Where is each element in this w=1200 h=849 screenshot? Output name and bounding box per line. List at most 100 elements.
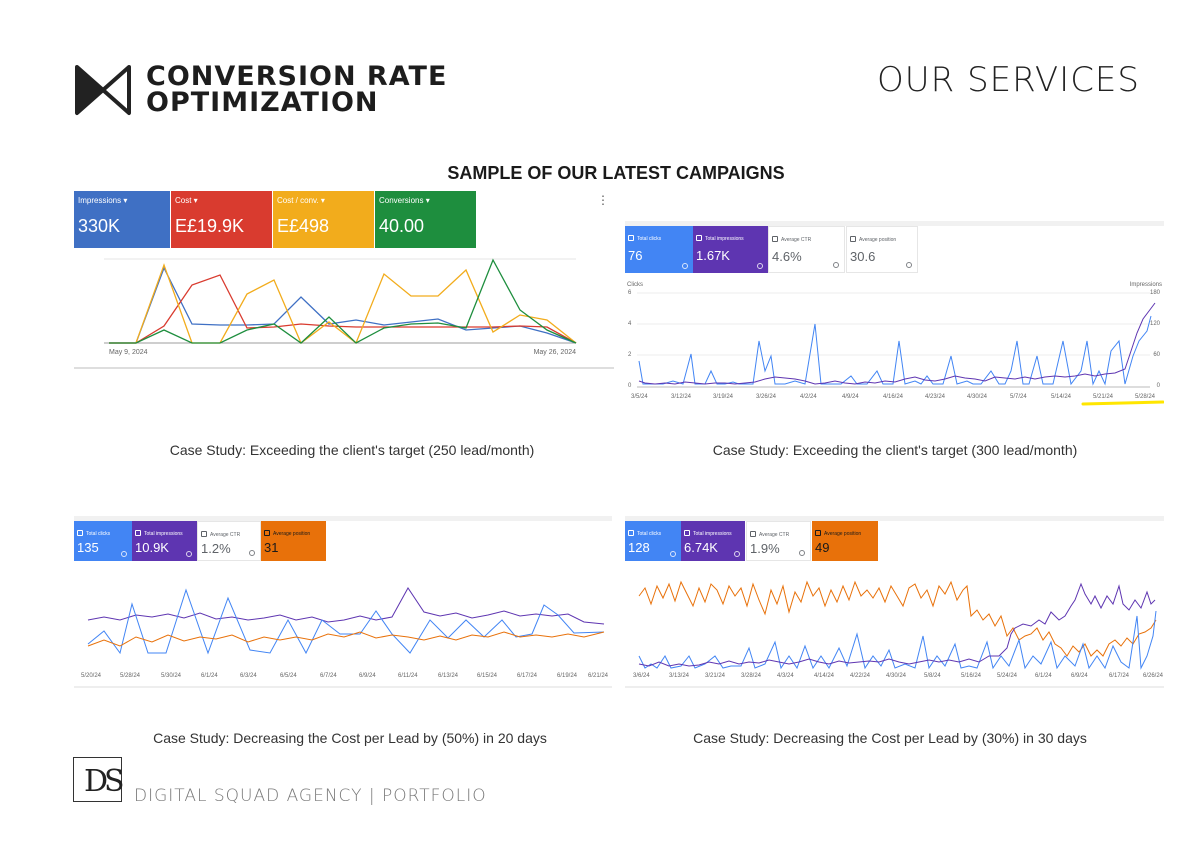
kpi-average-ctr[interactable]: Average CTR 1.2% [197,521,261,561]
kpi-value: 40.00 [379,216,425,236]
x-tick: 3/28/24 [741,673,762,679]
info-icon [734,551,740,557]
x-tick: 4/9/24 [842,394,859,400]
series-position-line [87,631,605,647]
kpi-total-clicks[interactable]: Total clicks 76 [625,226,693,273]
series-cost-per-conv-line [109,263,577,345]
kpi-total-clicks[interactable]: Total clicks 128 [625,521,681,561]
info-icon [833,262,839,268]
info-icon [186,551,192,557]
right-tick: 60 [1153,352,1160,358]
x-axis-start-label: May 9, 2024 [109,349,148,356]
more-options-icon[interactable]: ⋮ [597,194,609,206]
x-tick: 5/28/24 [120,673,141,679]
kpi-value: 6.74K [684,540,718,555]
kpi-value: 76 [628,248,643,263]
kpi-average-position[interactable]: Average position 31 [261,521,326,561]
kpi-conversions[interactable]: Conversions ▾ 40.00 [375,191,476,248]
x-tick: 6/26/24 [1143,673,1164,679]
kpi-value: 1.9% [750,541,780,556]
series-impressions-line [638,302,1156,385]
checkbox-icon [628,530,634,536]
x-tick: 6/17/24 [517,673,538,679]
checkbox-icon [750,531,756,537]
x-tick: 3/12/24 [671,394,692,400]
kpi-value: E£498 [277,216,330,236]
left-tick: 4 [628,321,632,327]
kpi-total-impressions[interactable]: Total impressions 1.67K [693,226,768,273]
kpi-cost[interactable]: Cost ▾ E£19.9K [171,191,272,248]
checkbox-icon [201,531,207,537]
kpi-label: Average position [824,531,862,537]
x-tick: 5/24/24 [997,673,1018,679]
brand-logo: CONVERSION RATE OPTIMIZATION [74,61,448,118]
kpi-value: 31 [264,540,279,555]
x-tick: 5/8/24 [924,673,941,679]
x-tick: 3/5/24 [631,394,648,400]
x-tick: 6/1/24 [1035,673,1052,679]
x-tick: 6/15/24 [477,673,498,679]
kpi-average-position[interactable]: Average position 49 [812,521,878,561]
x-tick: 5/7/24 [1010,394,1027,400]
panel-top-bar [625,516,1164,521]
x-tick: 3/26/24 [756,394,777,400]
panel-top-bar [74,516,612,521]
kpi-total-clicks[interactable]: Total clicks 135 [74,521,132,561]
x-tick: 5/14/24 [1051,394,1072,400]
agency-logo: DS [73,757,125,802]
x-tick: 5/20/24 [81,673,102,679]
x-tick: 4/30/24 [967,394,988,400]
kpi-value: 49 [815,540,830,555]
x-tick: 5/28/24 [1135,394,1156,400]
x-tick: 3/6/24 [633,673,650,679]
series-clicks-line [638,610,1157,670]
info-icon [249,550,255,556]
kpi-impressions[interactable]: Impressions ▾ 330K [74,191,170,248]
x-tick: 5/21/24 [1093,394,1114,400]
caption-1: Case Study: Exceeding the client's targe… [169,442,535,458]
kpi-cost-per-conv[interactable]: Cost / conv. ▾ E£498 [273,191,374,248]
brand-title-line2: OPTIMIZATION [146,87,379,118]
kpi-value: 30.6 [850,249,876,264]
series-cost-line [109,274,577,344]
section-title: SAMPLE OF OUR LATEST CAMPAIGNS [447,163,785,183]
brand-title: CONVERSION RATE OPTIMIZATION [146,61,448,118]
kpi-label: Total clicks [637,531,662,537]
kpi-label: Impressions ▾ [78,196,128,205]
x-axis-ticks: 3/6/24 3/13/24 3/21/24 3/28/24 4/3/24 4/… [625,673,1164,683]
kpi-total-impressions[interactable]: Total impressions 10.9K [132,521,197,561]
x-tick: 3/13/24 [669,673,690,679]
x-tick: 5/30/24 [161,673,182,679]
info-icon [682,263,688,269]
x-tick: 3/21/24 [705,673,726,679]
kpi-average-ctr[interactable]: Average CTR 1.9% [746,521,811,561]
kpi-value: 4.6% [772,249,802,264]
kpi-value: E£19.9K [175,216,245,236]
checkbox-icon [850,236,856,242]
x-tick: 6/9/24 [359,673,376,679]
series-impressions-line [109,266,577,344]
x-tick: 3/19/24 [713,394,734,400]
series-clicks-line [638,315,1152,386]
kpi-average-position[interactable]: Average position 30.6 [846,226,918,273]
brand-title-line1: CONVERSION RATE [146,61,448,92]
x-axis-ticks: 5/20/24 5/28/24 5/30/24 6/1/24 6/3/24 6/… [74,673,612,683]
page-heading: OUR SERVICES [877,60,1140,100]
kpi-average-ctr[interactable]: Average CTR 4.6% [768,226,845,273]
x-tick: 4/16/24 [883,394,904,400]
kpi-label: Total clicks [637,236,662,242]
clicks-impressions-chart [637,292,1164,406]
right-tick: 120 [1149,321,1160,327]
x-tick: 4/14/24 [814,673,835,679]
x-tick: 6/21/24 [588,673,609,679]
x-tick: 6/3/24 [240,673,257,679]
kpi-value: 135 [77,540,99,555]
checkbox-icon [772,236,778,242]
x-tick: 4/2/24 [800,394,817,400]
x-tick: 4/23/24 [925,394,946,400]
kpi-total-impressions[interactable]: Total impressions 6.74K [681,521,745,561]
x-tick: 5/16/24 [961,673,982,679]
kpi-value: 330K [78,216,121,236]
caption-3: Case Study: Decreasing the Cost per Lead… [153,730,547,746]
kpi-label: Total clicks [86,531,111,537]
